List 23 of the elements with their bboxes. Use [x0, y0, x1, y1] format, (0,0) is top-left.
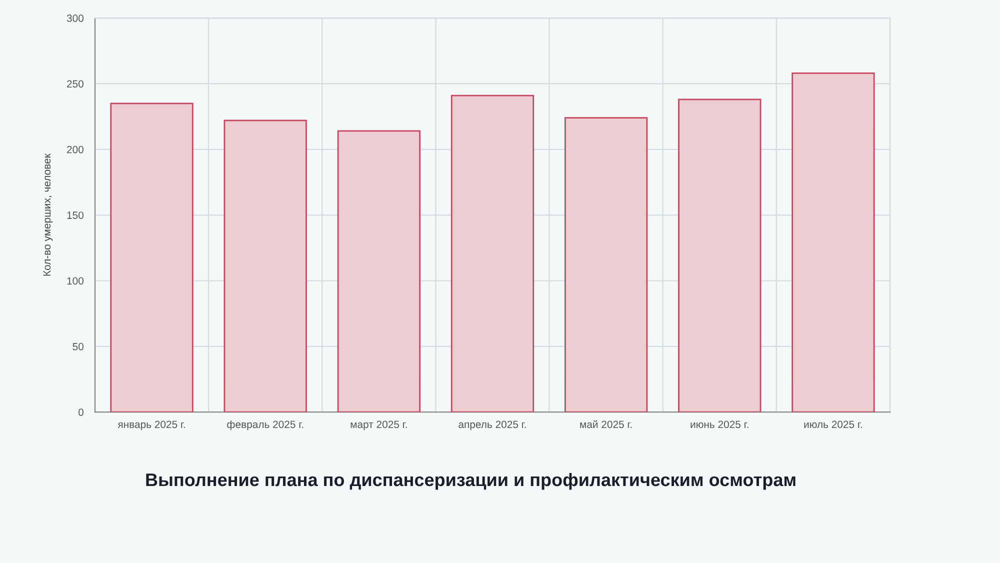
- y-tick-label: 0: [78, 408, 84, 416]
- bar: [450, 94, 534, 412]
- bar: [564, 117, 648, 412]
- x-tick-label: июль 2025 г.: [804, 420, 862, 428]
- x-tick-label: май 2025 г.: [580, 420, 632, 428]
- y-axis-title: Кол-во умерших, человек: [43, 154, 53, 276]
- bar: [337, 130, 421, 412]
- x-tick-label: февраль 2025 г.: [227, 420, 304, 430]
- y-tick-label: 200: [67, 146, 84, 154]
- y-tick-label: 250: [67, 80, 84, 88]
- bar: [110, 102, 194, 412]
- y-tick-label: 300: [66, 14, 84, 22]
- y-tick-label: 150: [67, 212, 84, 219]
- y-tick-label: 100: [67, 277, 84, 285]
- bar: [792, 72, 875, 412]
- y-tick-label: 50: [72, 342, 84, 350]
- x-tick-label: январь 2025 г.: [118, 420, 185, 430]
- x-tick-label: июнь 2025 г.: [690, 420, 748, 428]
- x-tick-label: март 2025 г.: [350, 420, 407, 430]
- x-tick-label: апрель 2025 г.: [458, 420, 526, 430]
- bar: [678, 98, 762, 412]
- bar: [224, 120, 307, 412]
- text: Выполнение плана по диспансеризации и профилактическим осмотрам: [146, 472, 796, 490]
